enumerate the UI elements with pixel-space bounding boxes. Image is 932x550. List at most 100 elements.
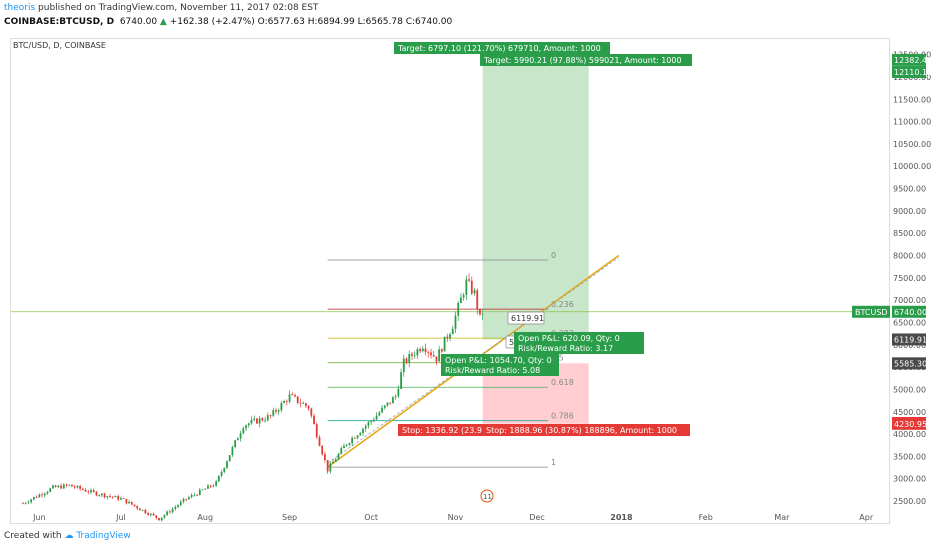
candle-body	[421, 348, 424, 352]
candle-body	[87, 491, 90, 493]
candle-body	[212, 485, 215, 487]
candle-body	[190, 494, 193, 498]
candle-body	[310, 408, 313, 416]
candle-body	[372, 419, 375, 421]
candle-body	[130, 501, 133, 505]
candle-body	[460, 297, 462, 303]
candle-body	[147, 513, 150, 515]
candle-body	[158, 517, 160, 521]
candle-body	[41, 494, 43, 496]
candle-body	[378, 412, 381, 416]
axis-price-tag	[892, 305, 926, 318]
x-tick-label: Nov	[448, 513, 464, 522]
candle-body	[343, 445, 345, 449]
y-tick-label: 8500.00	[893, 229, 926, 238]
candle-body	[370, 420, 373, 423]
candle-body	[166, 511, 169, 516]
candle-body	[177, 505, 179, 508]
candle-body	[171, 508, 174, 513]
candle-body	[52, 485, 54, 489]
axis-price-label: 5585.30	[894, 359, 927, 368]
candle-body	[71, 484, 73, 487]
candle-body	[22, 503, 24, 505]
candle-body	[261, 418, 264, 421]
candle-body	[182, 498, 185, 502]
candle-body	[280, 402, 283, 411]
candle-body	[383, 405, 386, 408]
axis-price-label: 12382.40	[894, 56, 932, 65]
candle-body	[239, 433, 242, 439]
candle-body	[103, 493, 106, 498]
candle-body	[356, 435, 359, 439]
candle-body	[231, 447, 234, 456]
candle-body	[73, 486, 76, 488]
candle-body	[334, 459, 337, 462]
symbol-info-bar: COINBASE:BTCUSD, D 6740.00 ▲ +162.38 (+2…	[4, 17, 452, 27]
candle-body	[465, 279, 468, 295]
candle-body	[266, 415, 269, 421]
candle-body	[424, 348, 427, 353]
candle-body	[111, 496, 114, 498]
candle-body	[479, 308, 481, 315]
chart-frame	[10, 38, 890, 524]
target-label-2-box	[480, 54, 692, 66]
fib-level-label: 1	[551, 458, 556, 467]
y-tick-label: 9000.00	[893, 207, 926, 216]
candle-body	[188, 497, 190, 500]
target-label-2-text: Target: 5990.21 (97.88%) 599021, Amount:…	[483, 56, 682, 65]
axis-price-tag	[892, 417, 926, 430]
candle-body	[35, 496, 38, 498]
target-label-1-box	[394, 42, 610, 54]
candle-body	[451, 328, 454, 335]
y-tick-label: 7000.00	[893, 296, 926, 305]
candle-body	[60, 485, 62, 489]
candle-body	[57, 485, 60, 488]
tradingview-brand[interactable]: TradingView	[76, 531, 131, 541]
candle-body	[389, 402, 392, 404]
candle-body	[90, 490, 92, 493]
candle-body	[427, 352, 430, 353]
candle-body	[400, 372, 402, 389]
x-tick-label: Dec	[529, 513, 544, 522]
axis-price-tag	[892, 66, 926, 79]
fib-level-label: 0.236	[551, 300, 574, 309]
axis-price-tag	[892, 357, 926, 370]
candle-body	[62, 484, 65, 489]
candle-body	[46, 491, 49, 494]
y-tick-label: 4500.00	[893, 408, 926, 417]
x-tick-label: Sep	[282, 513, 297, 522]
change-up-icon: ▲	[159, 17, 167, 27]
candle-body	[79, 485, 82, 489]
candle-body	[283, 401, 286, 403]
candle-body	[24, 502, 27, 504]
candle-body	[234, 440, 237, 448]
candle-body	[100, 493, 103, 496]
candle-body	[457, 302, 460, 316]
x-tick-label: Oct	[364, 513, 378, 522]
candle-body	[136, 506, 139, 509]
candle-body	[32, 496, 35, 500]
candle-body	[250, 419, 253, 424]
candle-body	[185, 498, 188, 500]
candle-body	[402, 358, 405, 373]
candle-body	[215, 481, 218, 486]
candle-body	[364, 425, 367, 429]
open-pl-label-2-text: Risk/Reward Ratio: 5.08	[445, 366, 540, 375]
publish-text: published on TradingView.com, November 1…	[38, 3, 319, 13]
candle-body	[54, 485, 57, 488]
y-tick-label: 6500.00	[893, 318, 926, 327]
fib-level-label: 0	[551, 251, 556, 260]
candle-body	[473, 290, 476, 294]
candle-body	[392, 397, 394, 404]
candle-body	[446, 336, 449, 339]
candle-body	[106, 496, 109, 498]
y-tick-label: 2500.00	[893, 497, 926, 506]
candle-body	[307, 405, 310, 409]
candle-body	[413, 355, 416, 357]
candle-body	[272, 410, 275, 416]
tradingview-logo-icon: ☁	[64, 531, 74, 541]
candle-body	[411, 353, 413, 356]
axis-price-label: 4230.95	[894, 420, 927, 429]
author-link[interactable]: theoris	[4, 3, 36, 13]
